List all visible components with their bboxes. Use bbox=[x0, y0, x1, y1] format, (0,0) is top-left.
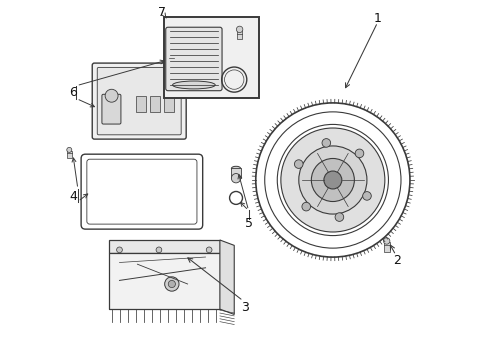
Bar bbox=[150, 96, 160, 112]
Circle shape bbox=[105, 89, 118, 102]
Text: 2: 2 bbox=[393, 254, 401, 267]
Circle shape bbox=[281, 128, 385, 232]
Circle shape bbox=[67, 147, 72, 152]
FancyBboxPatch shape bbox=[92, 63, 186, 139]
Text: 3: 3 bbox=[241, 301, 249, 314]
FancyBboxPatch shape bbox=[81, 154, 203, 229]
Circle shape bbox=[383, 238, 390, 244]
Circle shape bbox=[363, 192, 371, 200]
Bar bbox=[384, 242, 390, 252]
Circle shape bbox=[165, 277, 179, 291]
Polygon shape bbox=[220, 240, 234, 315]
Circle shape bbox=[117, 247, 122, 253]
Bar bbox=[136, 96, 146, 112]
FancyBboxPatch shape bbox=[166, 27, 222, 91]
Circle shape bbox=[355, 149, 364, 158]
Circle shape bbox=[231, 174, 241, 183]
Circle shape bbox=[322, 139, 331, 147]
Circle shape bbox=[299, 146, 367, 214]
Text: 1: 1 bbox=[374, 12, 382, 25]
Text: 5: 5 bbox=[245, 216, 252, 230]
Text: 7: 7 bbox=[158, 6, 166, 19]
Circle shape bbox=[302, 202, 311, 211]
Circle shape bbox=[324, 171, 342, 189]
Circle shape bbox=[206, 247, 212, 253]
Bar bbox=[169, 56, 174, 63]
FancyBboxPatch shape bbox=[102, 94, 121, 124]
Circle shape bbox=[294, 160, 303, 168]
Bar bbox=[67, 151, 72, 158]
Circle shape bbox=[311, 158, 354, 202]
Circle shape bbox=[335, 213, 343, 221]
FancyBboxPatch shape bbox=[87, 159, 197, 224]
Circle shape bbox=[168, 280, 175, 288]
Circle shape bbox=[236, 26, 243, 33]
Ellipse shape bbox=[231, 166, 241, 171]
Circle shape bbox=[156, 247, 162, 253]
Bar bbox=[164, 96, 174, 112]
Polygon shape bbox=[109, 240, 220, 253]
Bar bbox=[164, 17, 259, 98]
Ellipse shape bbox=[172, 81, 215, 89]
Bar bbox=[237, 31, 243, 40]
Text: 6: 6 bbox=[69, 86, 77, 99]
Polygon shape bbox=[109, 253, 220, 309]
Bar bbox=[231, 168, 241, 178]
FancyBboxPatch shape bbox=[97, 67, 181, 135]
Text: 4: 4 bbox=[70, 190, 77, 203]
Circle shape bbox=[169, 51, 174, 57]
